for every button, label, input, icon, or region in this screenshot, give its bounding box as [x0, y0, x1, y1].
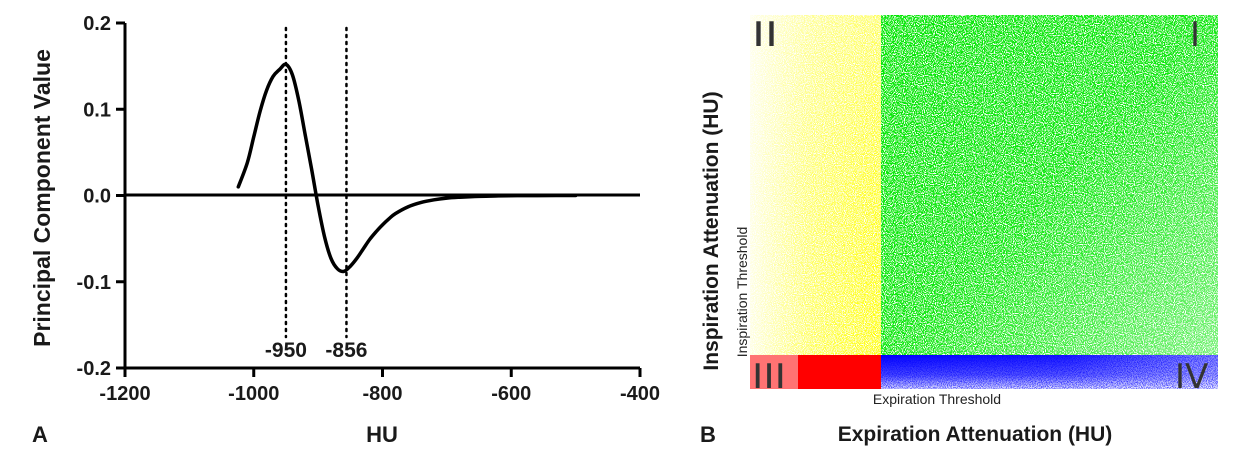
annotations: -950 -856 [265, 339, 368, 362]
y-tick-label: -0.2 [77, 358, 111, 380]
x-ticks: -1200 -1000 -800 -600 -400 [99, 368, 660, 405]
x-tick-label: -1000 [228, 383, 279, 405]
annotation-label: -950 [265, 339, 307, 362]
x-axis-label: Expiration Attenuation (HU) [838, 423, 1113, 446]
x-tick-label: -400 [620, 383, 660, 405]
quadrant-i-region [881, 15, 1218, 355]
quadrant-iii-region [750, 355, 881, 389]
series-line [236, 62, 578, 274]
inspiration-threshold-label: Inspiration Threshold [734, 227, 750, 357]
x-axis-label: HU [366, 422, 398, 447]
quadrant-label-ii: II [752, 15, 778, 55]
panel-letter-b: B [700, 422, 716, 447]
expiration-threshold-label: Expiration Threshold [873, 391, 1001, 407]
quadrant-label-iii: III [752, 357, 786, 397]
panel-letter-a: A [32, 422, 48, 447]
quadrant-iv-region [881, 355, 1218, 389]
y-tick-label: 0.0 [83, 186, 111, 208]
quadrant-ii-region [750, 15, 881, 355]
x-tick-label: -800 [362, 383, 402, 405]
x-tick-label: -600 [491, 383, 531, 405]
y-axis-label: Principal Component Value [29, 49, 55, 347]
y-tick-label: -0.1 [77, 272, 111, 294]
y-ticks: 0.2 0.1 0.0 -0.1 -0.2 [77, 13, 125, 380]
quadrant-label-iv: IV [1175, 357, 1208, 397]
y-tick-label: 0.1 [83, 99, 111, 121]
y-axis-label: Inspiration Attenuation (HU) [700, 91, 723, 370]
quadrant-label-i: I [1190, 15, 1200, 55]
annotation-label: -856 [325, 339, 367, 362]
panel-a-line-chart: 0.2 0.1 0.0 -0.1 -0.2 -1200 -1000 -800 -600 -400… [29, 13, 660, 447]
x-tick-label: -1200 [99, 383, 150, 405]
panel-b-quadrant-scatter: II I III IV Inspiration Threshold Expira… [700, 15, 1218, 447]
y-tick-label: 0.2 [83, 13, 111, 35]
reference-lines [284, 26, 348, 339]
